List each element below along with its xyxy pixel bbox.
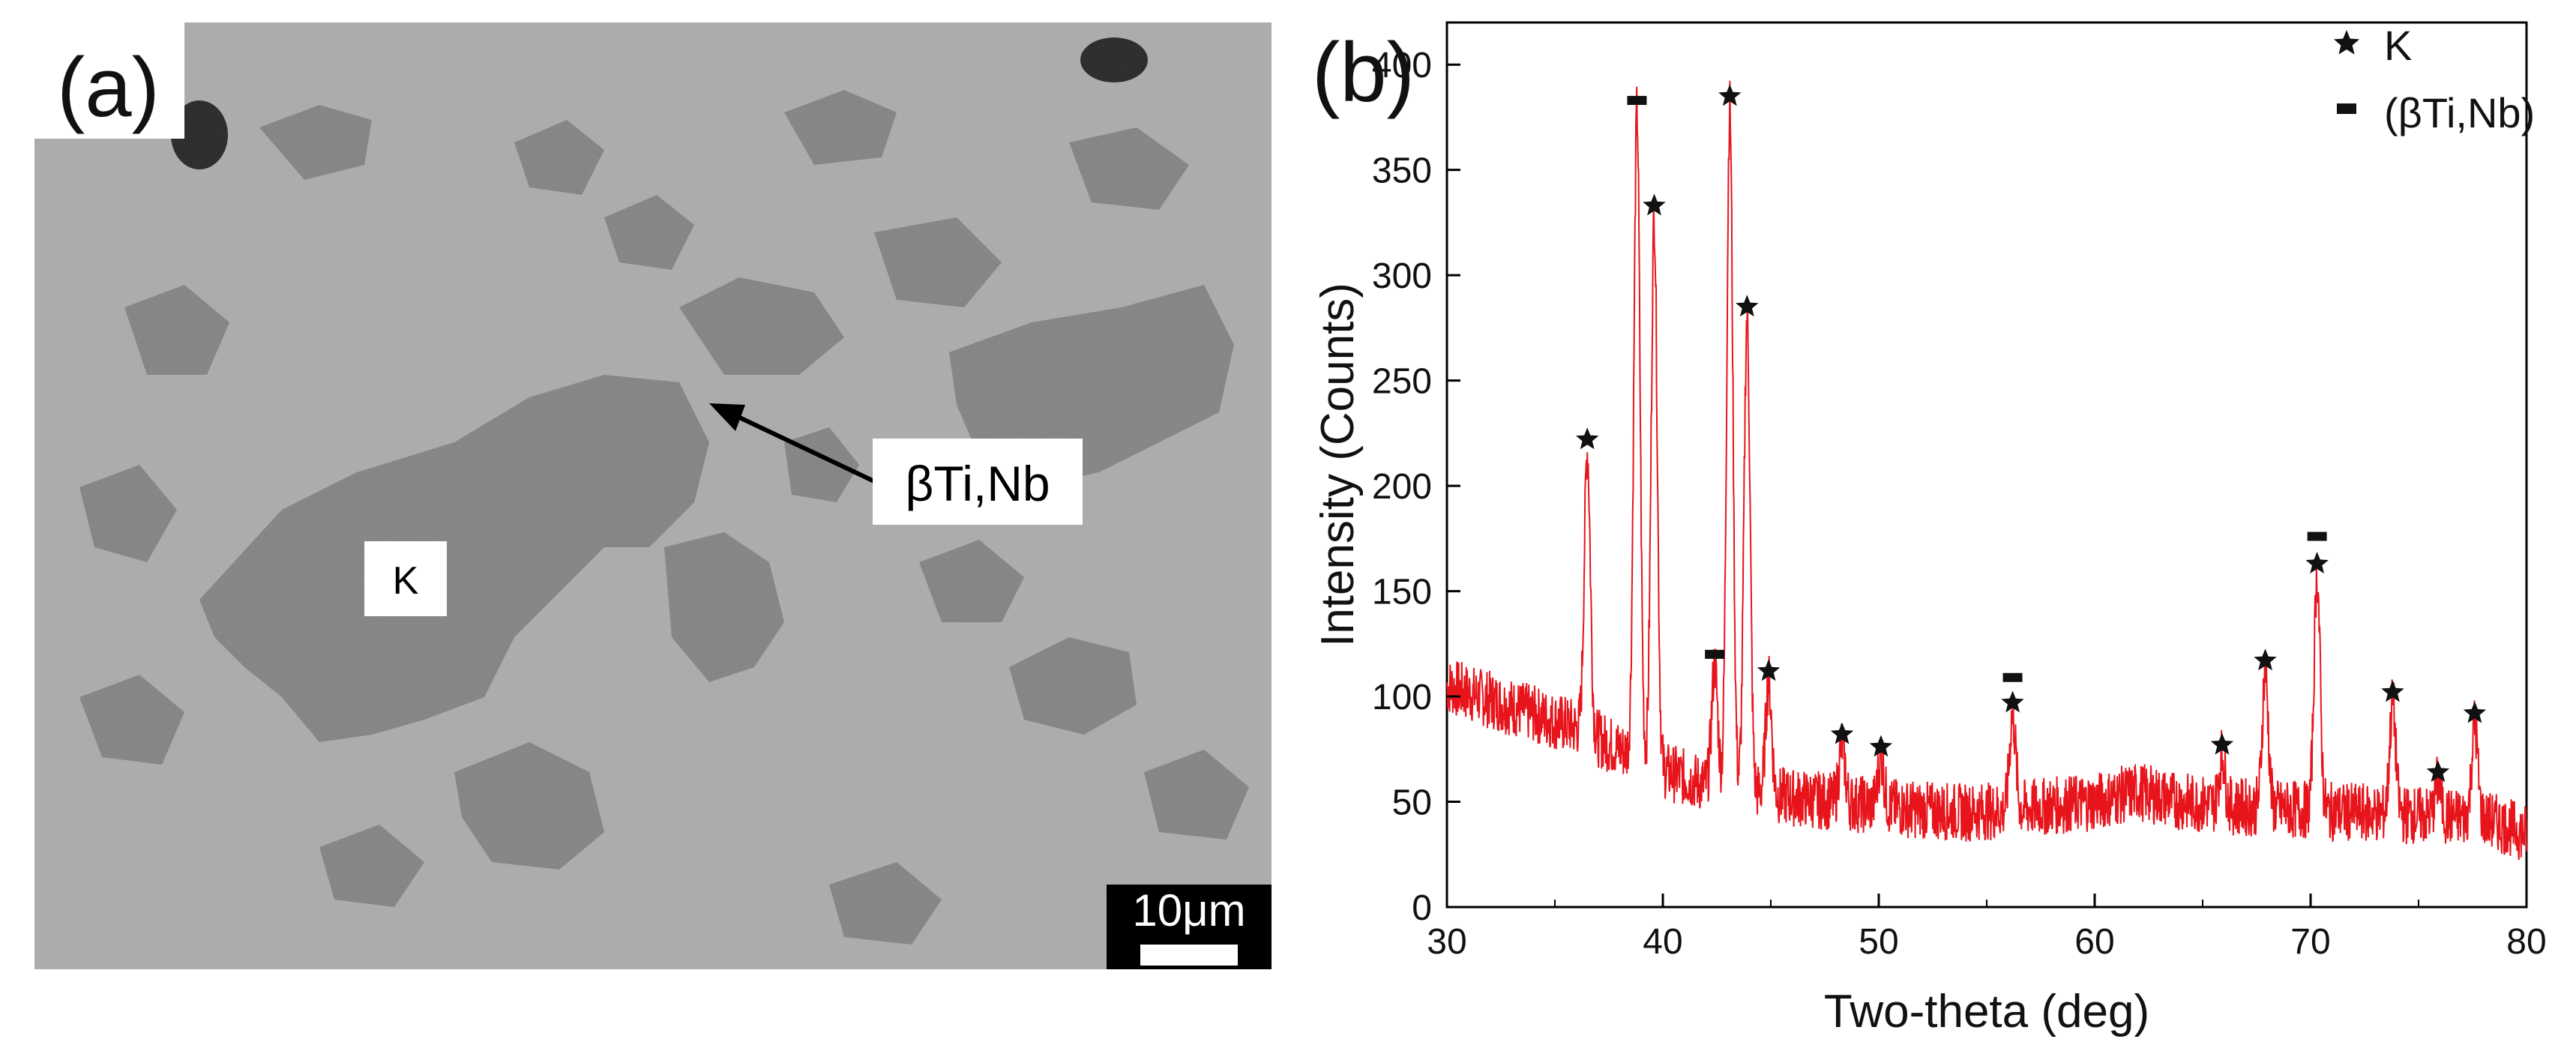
panel-a-label-box [34,22,184,139]
scale-bar: 10μm [1107,885,1272,969]
sem-micrograph: (a) βTi,Nb K 10μm [34,22,1272,969]
k-phase-marker [2210,732,2234,755]
panel-a-label: (a) [57,40,160,134]
x-tick-label: 40 [1643,922,1682,962]
sem-micrograph-panel: (a) βTi,Nb K 10μm [34,22,1272,969]
y-tick-label: 250 [1372,362,1432,402]
beta-ti-nb-marker [2002,672,2023,682]
beta-ti-nb-marker [1705,649,1725,659]
legend-star-symbol [2333,30,2360,55]
k-phase-marker [1643,193,1666,216]
y-tick-label: 350 [1372,151,1432,191]
phase-label: K [393,559,419,603]
legend-label: K [2384,22,2412,69]
k-phase-marker [2381,680,2404,702]
k-phase-marker [1830,722,1854,744]
k-phase-marker [2463,701,2487,723]
scale-bar-line [1140,945,1238,966]
legend: K (βTi,Nb) [2333,22,2535,136]
legend-label: (βTi,Nb) [2384,89,2535,136]
axis-layer: 30 40 50 60 70 80 0 50 100 150 200 250 300 350 400 [1372,46,2547,962]
k-phase-marker [1869,735,1893,757]
arrow-label-box [873,439,1083,525]
legend-dash-symbol [2337,103,2356,114]
y-tick-label: 0 [1412,888,1432,928]
sem-noise-texture [34,22,1272,969]
k-phase-marker [1757,659,1781,681]
k-phase-marker [2001,690,2024,713]
phase-label-box [364,541,447,616]
peak-marker-layer [1576,84,2487,783]
xrd-chart-panel: 30 40 50 60 70 80 0 50 100 150 200 250 300 350 400 (b)… [1282,0,2576,1044]
panel-b-label: (b) [1312,25,1415,119]
y-tick-label: 50 [1392,783,1432,823]
k-phase-marker [1736,295,1759,317]
xrd-trace [1446,80,2527,861]
beta-ti-nb-marker [1627,95,1647,105]
x-tick-label: 80 [2506,922,2546,962]
arrow-label: βTi,Nb [905,456,1050,511]
y-tick-label: 400 [1372,46,1432,85]
beta-ti-nb-marker [2307,531,2327,541]
x-tick-label: 30 [1427,922,1466,962]
k-phase-marker [1718,84,1742,106]
k-phase-marker [2254,648,2277,671]
x-tick-label: 60 [2074,922,2114,962]
x-axis-label: Two-theta (deg) [1824,986,2149,1038]
plot-frame [1445,21,2528,909]
y-tick-label: 200 [1372,467,1432,507]
phase-arrow [709,403,876,484]
y-tick-label: 300 [1372,256,1432,296]
y-tick-label: 150 [1372,573,1432,612]
xrd-chart: 30 40 50 60 70 80 0 50 100 150 200 250 300 350 400 (b)… [1312,21,2547,1038]
k-phase-marker [2305,552,2329,573]
y-tick-label: 100 [1372,678,1432,717]
k-phase-marker [1576,427,1599,450]
k-phase-marker [2426,760,2450,783]
x-tick-label: 50 [1859,922,1898,962]
scale-bar-label: 10μm [1132,885,1245,936]
x-tick-label: 70 [2290,922,2330,962]
y-axis-label: Intensity (Counts) [1312,283,1364,647]
series-layer [1446,80,2527,861]
